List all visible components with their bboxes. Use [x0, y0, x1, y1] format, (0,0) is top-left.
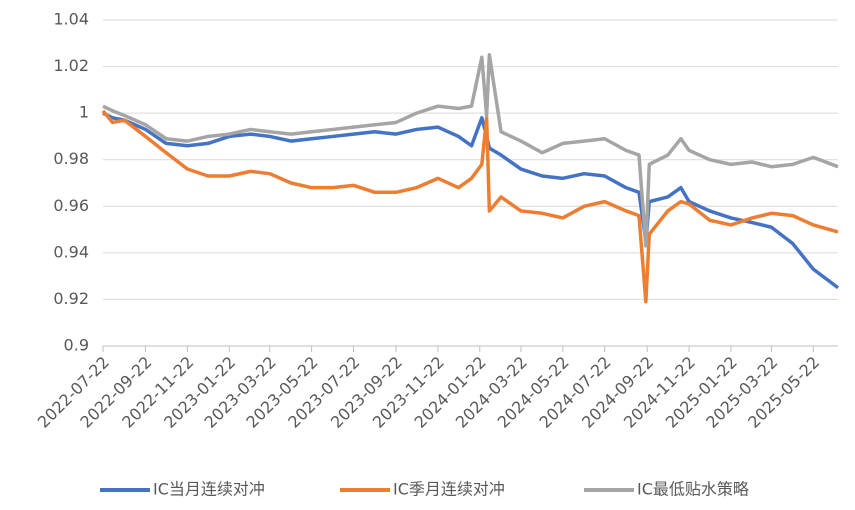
series-line [101, 109, 839, 304]
y-tick-label: 1.04 [53, 10, 89, 29]
y-tick-label: 0.9 [64, 336, 89, 355]
y-tick-label: 0.98 [53, 149, 89, 168]
y-tick-label: 1 [79, 103, 89, 122]
series-line [102, 53, 839, 248]
legend-label: IC当月连续对冲 [153, 480, 265, 499]
y-tick-label: 0.96 [53, 196, 89, 215]
y-tick-label: 0.92 [53, 289, 89, 308]
legend-label: IC季月连续对冲 [393, 480, 505, 499]
legend-label: IC最低贴水策略 [637, 480, 749, 499]
y-tick-label: 0.94 [53, 242, 89, 261]
y-tick-label: 1.02 [53, 56, 89, 75]
series-line [102, 111, 840, 290]
